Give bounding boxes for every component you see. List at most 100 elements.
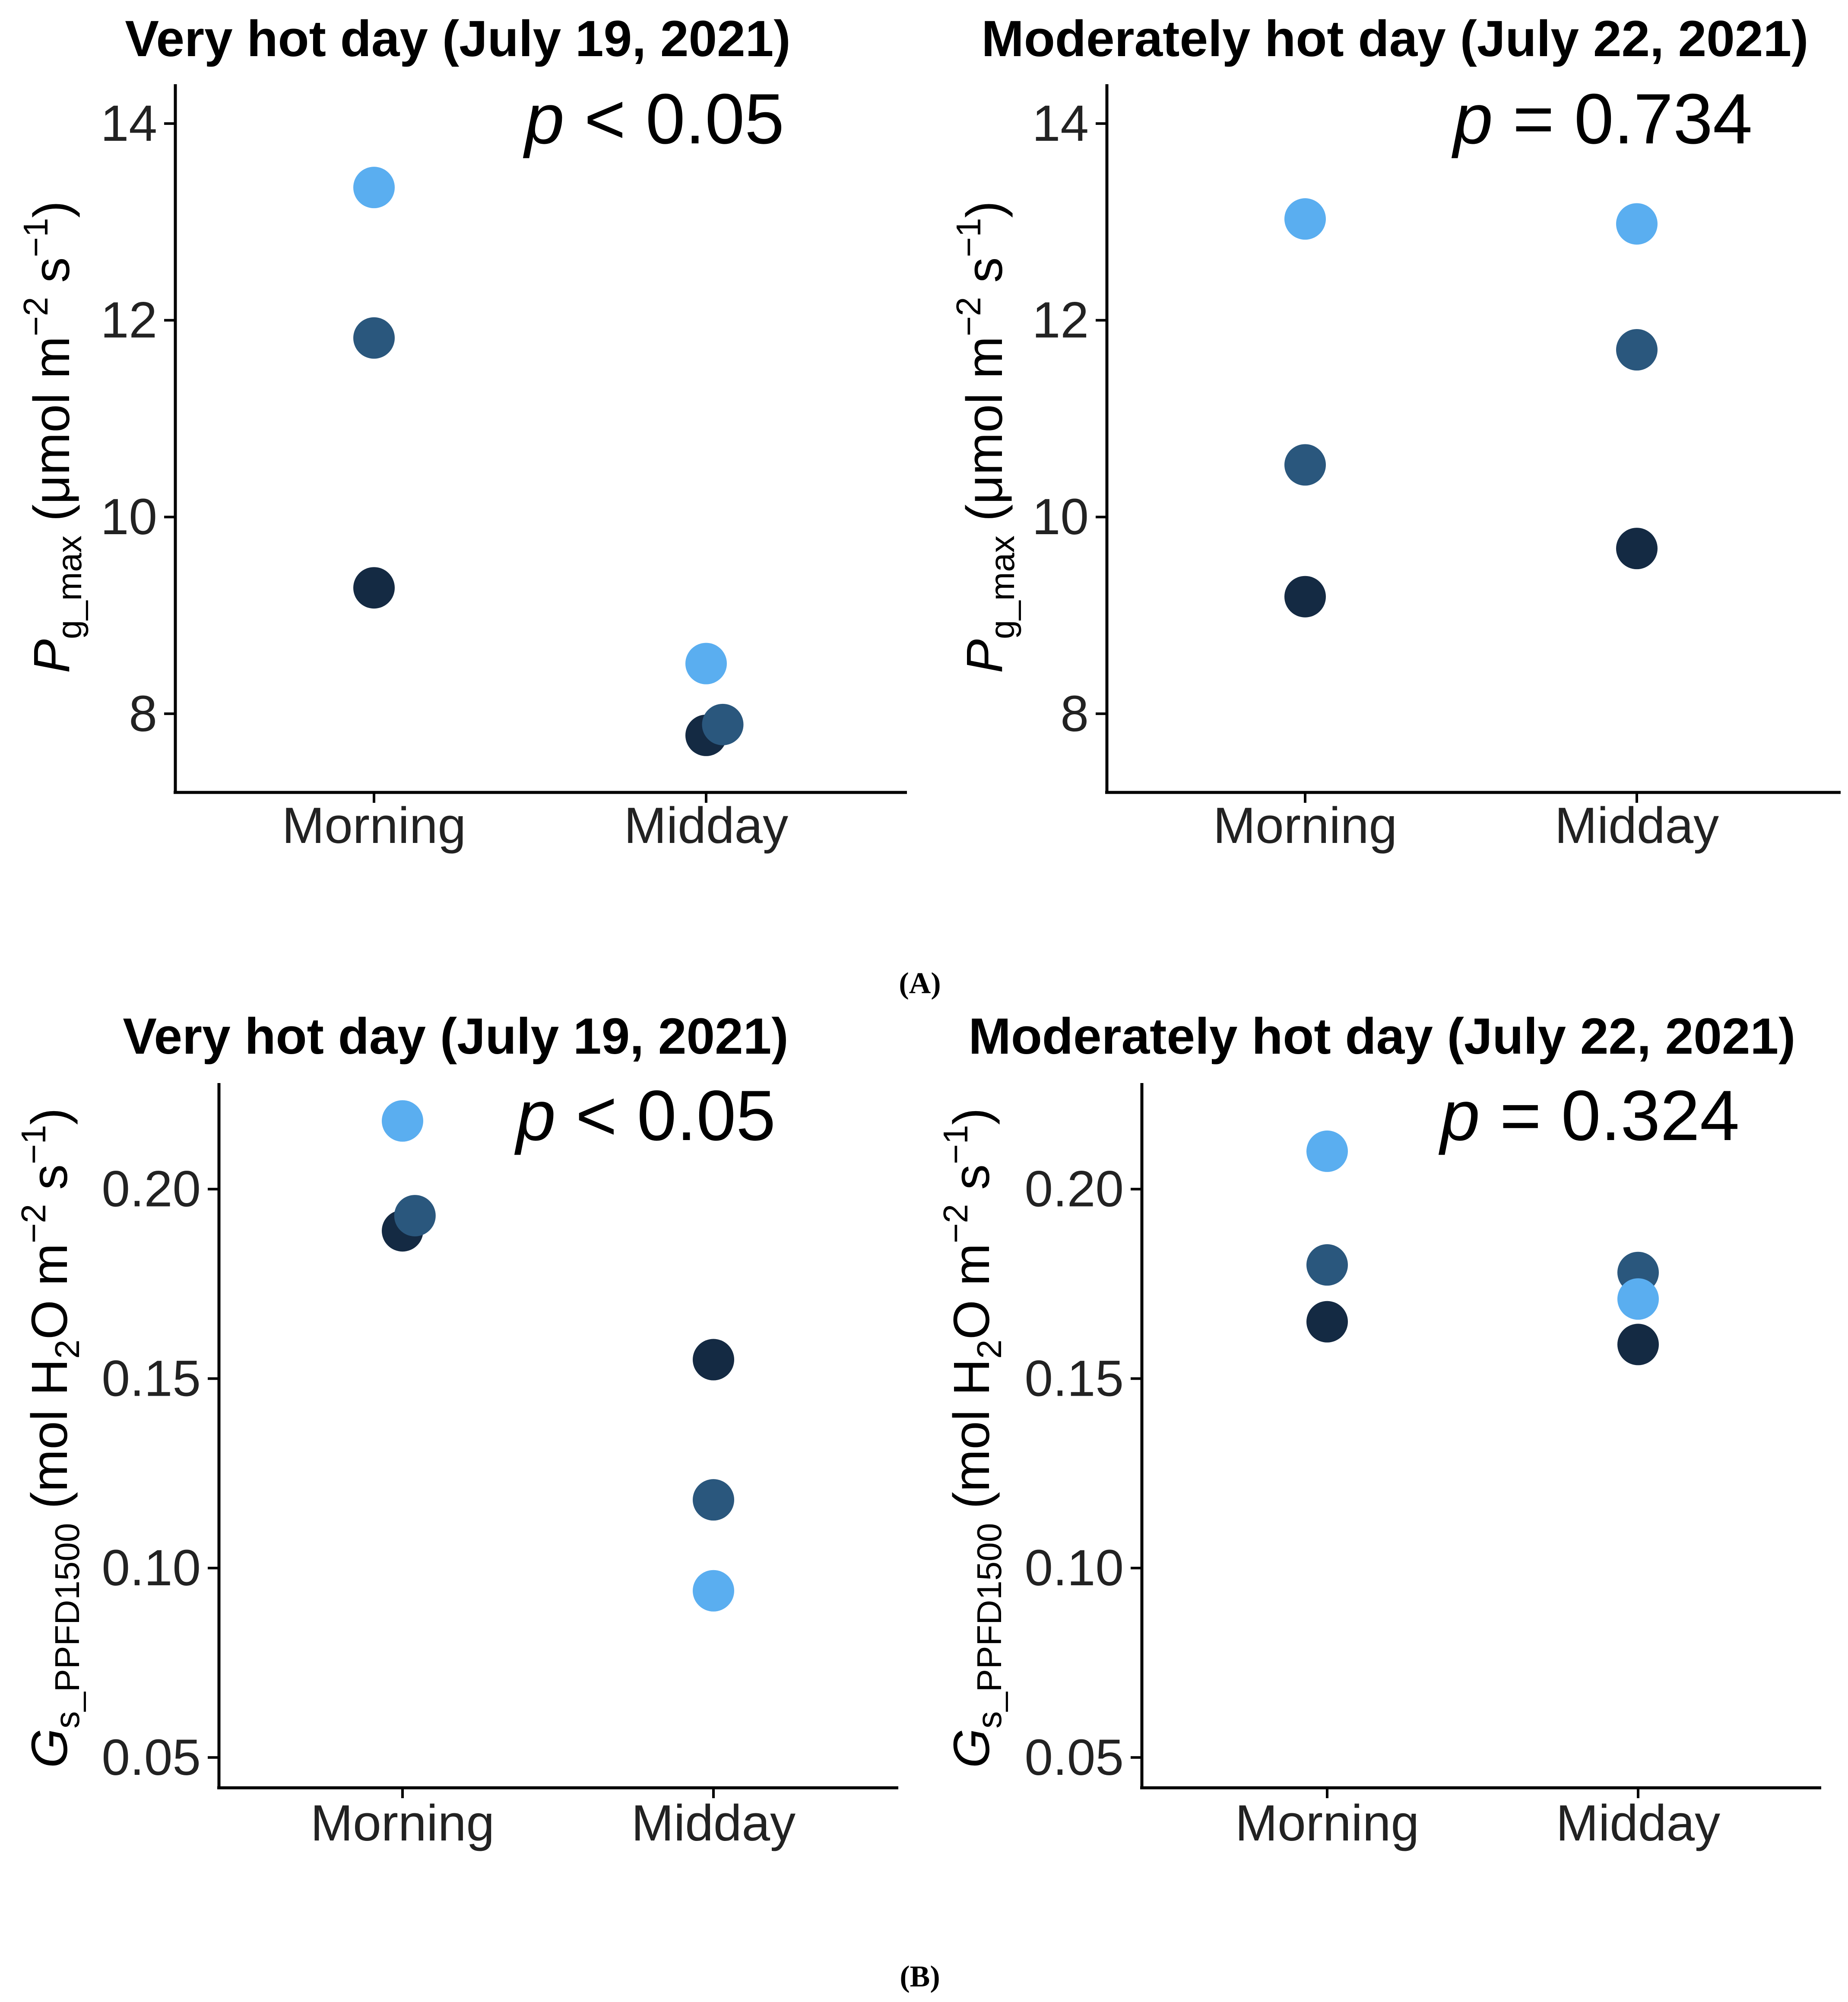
x-tick-label-midday: Midday (631, 1795, 796, 1852)
data-point-morning-dark (1284, 576, 1326, 618)
y-label-unit-mid: O m (21, 1243, 78, 1340)
chart-a-right: Moderately hot day (July 22, 2021) p = 0… (949, 10, 1841, 854)
data-point-morning-mid (1306, 1244, 1348, 1286)
y-tick-label: 0.10 (1024, 1540, 1124, 1597)
data-points (353, 167, 744, 756)
y-axis-label: Pg_max (μmol m−2 s−1) (16, 201, 89, 673)
p-value-annotation: p < 0.05 (514, 1076, 776, 1155)
y-tick-label: 0.15 (101, 1350, 201, 1407)
y-label-symbol: P (956, 639, 1013, 673)
data-point-midday-dark (693, 1339, 734, 1381)
y-tick-label: 0.20 (101, 1161, 201, 1218)
y-label-unit-mid-2: s (21, 1164, 78, 1204)
p-value-annotation: p = 0.324 (1438, 1076, 1740, 1155)
chart-title: Moderately hot day (July 22, 2021) (982, 10, 1809, 67)
p-value-text: = 0.324 (1480, 1076, 1740, 1155)
data-point-morning-mid (1284, 444, 1326, 486)
data-point-midday-dark (1617, 1324, 1659, 1365)
figure-label-a: (A) (899, 967, 941, 1000)
data-point-morning-dark (353, 567, 395, 609)
y-label-symbol: G (943, 1729, 1000, 1768)
chart-title: Very hot day (July 19, 2021) (125, 10, 790, 67)
p-letter: p (514, 1076, 556, 1155)
p-value-annotation: p < 0.05 (523, 79, 784, 158)
y-label-superscript-2: −1 (949, 218, 988, 257)
y-ticks: 8 10 12 14 (101, 95, 175, 742)
data-point-midday-light (1617, 1278, 1659, 1320)
y-axis-label: Pg_max (μmol m−2 s−1) (949, 201, 1021, 673)
data-points (1306, 1130, 1659, 1365)
y-tick-label: 0.05 (1024, 1729, 1124, 1786)
y-label-unit-mid: O m (943, 1243, 1000, 1340)
p-value-text: = 0.734 (1493, 79, 1753, 158)
y-label-subscript: s_PPFD1500 (970, 1523, 1008, 1729)
y-label-superscript-2: −1 (14, 1125, 53, 1164)
x-tick-label-morning: Morning (311, 1795, 494, 1852)
data-points (1284, 198, 1658, 618)
y-label-subscript-2: 2 (970, 1340, 1008, 1359)
y-label-superscript-1: −2 (949, 297, 988, 336)
x-tick-label-midday: Midday (1556, 1795, 1720, 1852)
y-label-unit-open: (μmol m (956, 336, 1013, 535)
x-categories: Morning Midday (311, 1788, 796, 1852)
x-categories: Morning Midday (282, 792, 788, 854)
chart-b-right: Moderately hot day (July 22, 2021) p = 0… (936, 1008, 1821, 1852)
y-label-subscript: g_max (50, 535, 89, 639)
y-ticks: 0.05 0.10 0.15 0.20 (101, 1161, 219, 1786)
p-letter: p (1451, 79, 1493, 158)
y-label-superscript-2: −1 (936, 1125, 975, 1164)
x-tick-label-midday: Midday (624, 797, 788, 854)
data-points (382, 1100, 734, 1612)
y-label-subscript-2: 2 (48, 1340, 86, 1359)
data-point-midday-mid (702, 703, 744, 745)
y-label-superscript-1: −2 (16, 297, 55, 336)
y-tick-label: 0.05 (101, 1729, 201, 1786)
y-label-unit-mid-2: s (943, 1164, 1000, 1204)
data-point-midday-light (693, 1570, 734, 1612)
y-axis-label: Gs_PPFD1500 (mol H2O m−2 s−1) (14, 1108, 86, 1768)
p-letter: p (1438, 1076, 1480, 1155)
y-tick-label: 0.15 (1024, 1350, 1124, 1407)
y-label-superscript-1: −2 (936, 1204, 975, 1243)
data-point-morning-mid (394, 1195, 436, 1237)
y-label-unit-open: (mol H (21, 1359, 78, 1523)
data-point-midday-dark (1616, 528, 1658, 570)
chart-a-left: Very hot day (July 19, 2021) p < 0.05 Pg… (16, 10, 907, 854)
y-ticks: 8 10 12 14 (1032, 95, 1107, 742)
y-label-subscript: g_max (983, 535, 1021, 639)
x-tick-label-morning: Morning (1213, 797, 1397, 854)
y-label-superscript-1: −2 (14, 1204, 53, 1243)
data-point-midday-light (1616, 203, 1658, 245)
y-label-unit-mid: s (956, 257, 1013, 297)
x-tick-label-morning: Morning (282, 797, 466, 854)
data-point-midday-light (685, 643, 727, 684)
chart-title: Moderately hot day (July 22, 2021) (969, 1008, 1796, 1065)
data-point-midday-mid (1616, 329, 1658, 371)
y-tick-label: 0.10 (101, 1540, 201, 1597)
y-tick-label: 12 (101, 292, 157, 349)
y-label-superscript-2: −1 (16, 218, 55, 257)
data-point-morning-light (353, 167, 395, 209)
y-label-unit-close: ) (956, 201, 1013, 218)
x-categories: Morning Midday (1235, 1788, 1720, 1852)
data-point-morning-light (382, 1100, 423, 1142)
p-value-text: < 0.05 (564, 79, 784, 158)
p-value-annotation: p = 0.734 (1451, 79, 1753, 158)
y-label-unit-close: ) (943, 1108, 1000, 1125)
y-axis-label: Gs_PPFD1500 (mol H2O m−2 s−1) (936, 1108, 1008, 1768)
y-label-unit-mid: s (23, 257, 80, 297)
x-tick-label-midday: Midday (1555, 797, 1719, 854)
y-tick-label: 14 (101, 95, 157, 152)
data-point-morning-mid (353, 317, 395, 359)
p-value-text: < 0.05 (556, 1076, 776, 1155)
p-letter: p (523, 79, 564, 158)
y-label-unit-open: (mol H (943, 1359, 1000, 1523)
y-ticks: 0.05 0.10 0.15 0.20 (1024, 1161, 1142, 1786)
y-tick-label: 10 (101, 488, 157, 545)
y-tick-label: 14 (1032, 95, 1089, 152)
y-label-unit-close: ) (23, 201, 80, 218)
data-point-morning-light (1306, 1130, 1348, 1172)
data-point-midday-mid (693, 1479, 734, 1521)
x-tick-label-morning: Morning (1235, 1795, 1419, 1852)
